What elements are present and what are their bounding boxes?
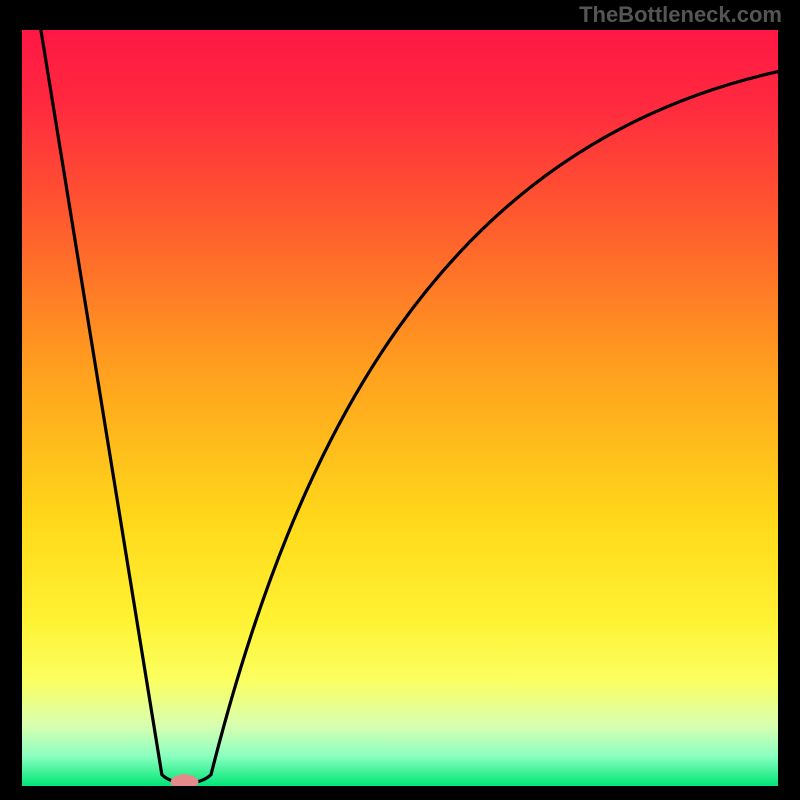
watermark-text: TheBottleneck.com [579, 2, 782, 28]
optimal-point-marker [171, 774, 199, 786]
curve-layer [22, 30, 778, 786]
plot-area [22, 30, 778, 786]
chart-container: { "watermark": { "text": "TheBottleneck.… [0, 0, 800, 800]
bottleneck-curve [41, 30, 778, 783]
